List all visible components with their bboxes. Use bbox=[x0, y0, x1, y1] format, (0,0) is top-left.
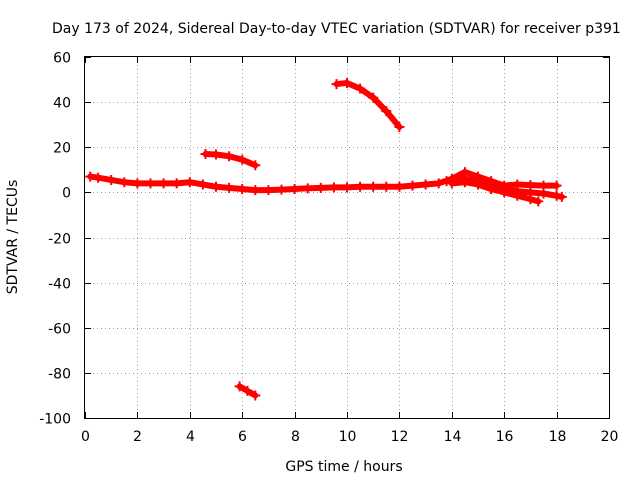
chart-title: Day 173 of 2024, Sidereal Day-to-day VTE… bbox=[52, 21, 621, 37]
y-tick-label: -40 bbox=[48, 277, 71, 293]
grid-lines bbox=[85, 57, 609, 418]
y-tick-label: 20 bbox=[53, 141, 71, 157]
x-tick-label: 8 bbox=[291, 429, 300, 445]
x-tick-label: 18 bbox=[549, 429, 567, 445]
series-arc-c bbox=[234, 381, 261, 401]
x-tick-label: 16 bbox=[496, 429, 514, 445]
x-tick-label: 10 bbox=[339, 429, 357, 445]
data-point bbox=[551, 180, 562, 191]
series-arc-a bbox=[200, 149, 261, 171]
data-point bbox=[250, 390, 261, 401]
x-tick-label: 20 bbox=[601, 429, 619, 445]
x-tick-label: 6 bbox=[238, 429, 247, 445]
y-tick-label: -80 bbox=[48, 367, 71, 383]
series-baseline bbox=[85, 167, 562, 196]
data-points bbox=[85, 77, 567, 401]
axis-ticks: 0 2 4 6 8 10 12 14 16 18 20 -100 -80 -60 -40 -20 0 20 40 60 bbox=[39, 51, 618, 446]
data-point bbox=[250, 160, 261, 171]
y-axis-label: SDTVAR / TECUs bbox=[5, 180, 21, 295]
trace-segment bbox=[370, 94, 390, 115]
x-tick-label: 14 bbox=[444, 429, 462, 445]
data-point bbox=[394, 121, 405, 132]
x-tick-label: 0 bbox=[81, 429, 90, 445]
x-axis-label: GPS time / hours bbox=[285, 459, 402, 475]
series-arc-b bbox=[331, 77, 405, 132]
y-tick-label: 40 bbox=[53, 96, 71, 112]
y-tick-label: 60 bbox=[53, 51, 71, 67]
y-tick-label: -60 bbox=[48, 322, 71, 338]
data-point bbox=[533, 196, 544, 207]
x-tick-label: 12 bbox=[391, 429, 409, 445]
x-tick-label: 2 bbox=[133, 429, 142, 445]
plot-frame bbox=[84, 56, 610, 419]
x-tick-label: 4 bbox=[186, 429, 195, 445]
y-tick-label: -20 bbox=[48, 232, 71, 248]
series-branch-2 bbox=[446, 177, 544, 207]
trace-segment bbox=[383, 108, 403, 130]
y-tick-label: 0 bbox=[62, 186, 71, 202]
y-tick-label: -100 bbox=[39, 412, 71, 428]
data-point bbox=[556, 191, 567, 202]
